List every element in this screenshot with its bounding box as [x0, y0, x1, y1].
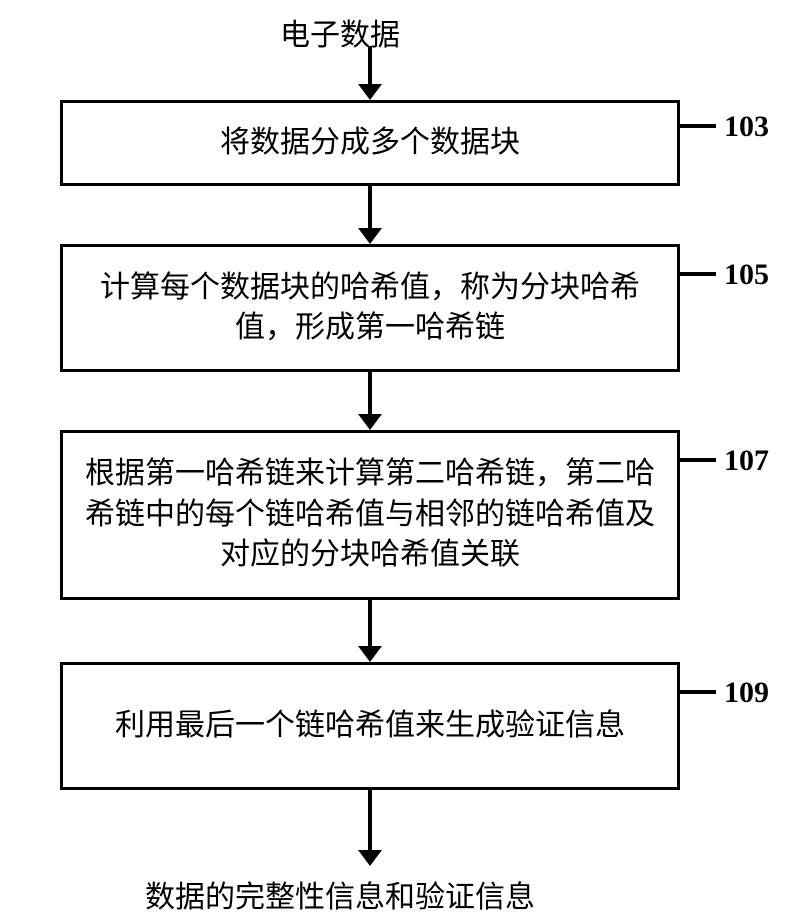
ref-number: 107 [724, 444, 769, 478]
ref-tick [680, 272, 716, 276]
arrow-shaft [368, 790, 372, 850]
arrow-shaft [368, 600, 372, 646]
arrow-head-icon [358, 850, 382, 866]
arrow-head-icon [358, 84, 382, 100]
flow-step-text: 计算每个数据块的哈希值，称为分块哈希值，形成第一哈希链 [83, 268, 657, 349]
ref-tick [680, 690, 716, 694]
input-label: 电子数据 [0, 10, 680, 54]
ref-tick [680, 458, 716, 462]
arrow-shaft [368, 46, 372, 84]
ref-number: 105 [724, 258, 769, 292]
flow-step-105: 计算每个数据块的哈希值，称为分块哈希值，形成第一哈希链 [60, 244, 680, 372]
flow-step-text: 将数据分成多个数据块 [83, 123, 657, 164]
arrow-shaft [368, 186, 372, 228]
flow-step-107: 根据第一哈希链来计算第二哈希链，第二哈希链中的每个链哈希值与相邻的链哈希值及对应… [60, 430, 680, 600]
arrow-head-icon [358, 414, 382, 430]
flow-step-text: 根据第一哈希链来计算第二哈希链，第二哈希链中的每个链哈希值与相邻的链哈希值及对应… [83, 454, 657, 576]
arrow-shaft [368, 372, 372, 414]
ref-tick [680, 124, 716, 128]
flow-step-text: 利用最后一个链哈希值来生成验证信息 [83, 706, 657, 747]
flow-step-109: 利用最后一个链哈希值来生成验证信息 [60, 662, 680, 790]
arrow-head-icon [358, 228, 382, 244]
flow-step-103: 将数据分成多个数据块 [60, 100, 680, 186]
ref-number: 109 [724, 676, 769, 710]
ref-number: 103 [724, 110, 769, 144]
output-label: 数据的完整性信息和验证信息 [0, 872, 680, 916]
arrow-head-icon [358, 646, 382, 662]
